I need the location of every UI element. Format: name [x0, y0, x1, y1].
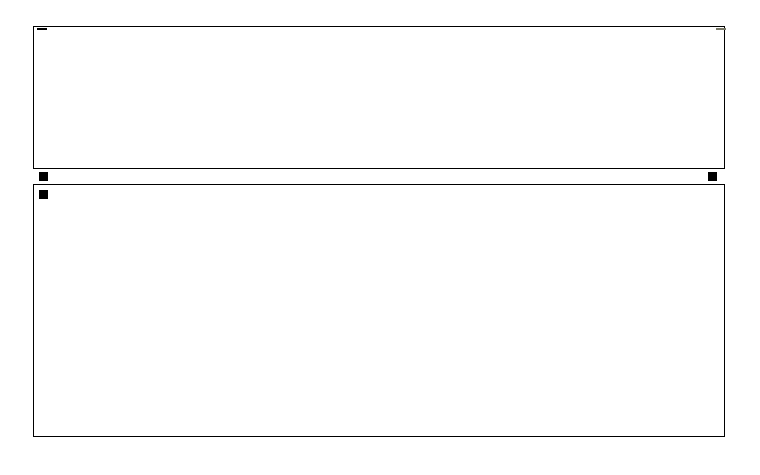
- ratio-legend: [39, 188, 53, 200]
- bottom-panel-frame: [33, 184, 725, 437]
- copper-close-badge: [37, 28, 47, 30]
- copper-swatch-icon: [39, 171, 48, 181]
- copper-legend: [39, 170, 53, 182]
- gold-legend: [708, 170, 722, 182]
- gold-swatch-icon: [708, 171, 717, 181]
- gold-close-badge: [716, 28, 726, 30]
- top-panel-frame: [33, 26, 725, 169]
- ratio-swatch-icon: [39, 189, 48, 199]
